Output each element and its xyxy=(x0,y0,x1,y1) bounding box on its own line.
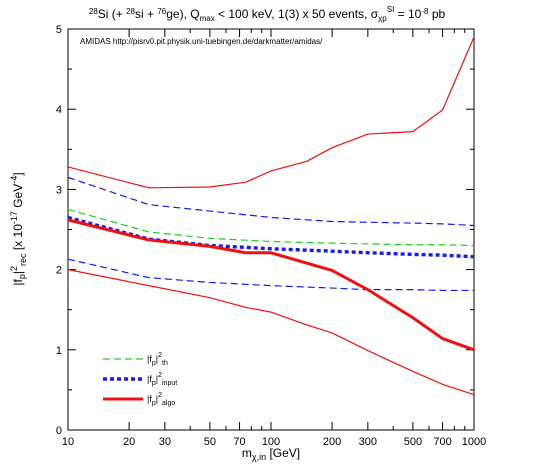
x-tick-label: 500 xyxy=(404,436,422,448)
y-axis-label: |fp|2rec [x 10-17 GeV-4] xyxy=(9,172,28,285)
x-tick-label: 50 xyxy=(204,436,216,448)
chart-title: 28Si (+ 28si + 76ge), Qmax < 100 keV, 1(… xyxy=(89,5,446,23)
legend-label-algo: |fp|2algo xyxy=(147,392,175,407)
y-tick-label: 1 xyxy=(56,345,62,357)
y-tick-label: 4 xyxy=(56,104,62,116)
y-tick-label: 2 xyxy=(56,265,62,277)
plot-frame xyxy=(67,28,475,431)
series-line-algo-upper xyxy=(67,36,475,189)
series-line-input-upper xyxy=(67,176,475,227)
legend: |fp|2th |fp|2input |fp|2algo xyxy=(103,352,177,407)
series-line-algo-lower xyxy=(67,269,475,396)
x-tick-label: 10 xyxy=(62,436,74,448)
series-line-algo-main xyxy=(67,218,475,352)
amidas-annotation: AMIDAS http://pisrv0.pit.physik.uni-tueb… xyxy=(80,37,323,46)
y-tick-label: 0 xyxy=(56,425,62,437)
x-tick-label: 30 xyxy=(159,436,171,448)
x-tick-label: 300 xyxy=(359,436,377,448)
axis-ticks: 10 20 30 50 70 100 200 300 500 700 1000 0 1 2 3 4 5 xyxy=(56,24,486,448)
x-tick-label: 1000 xyxy=(462,436,486,448)
series-line-input-lower xyxy=(67,258,474,292)
series-layer xyxy=(67,36,475,396)
y-tick-label: 5 xyxy=(56,24,62,36)
series-line-input-main xyxy=(67,215,475,259)
series-line-th-main xyxy=(67,208,475,247)
x-tick-label: 200 xyxy=(323,436,341,448)
x-tick-label: 100 xyxy=(262,436,280,448)
x-tick-label: 20 xyxy=(123,436,135,448)
legend-label-input: |fp|2input xyxy=(147,372,177,387)
x-axis-label: mχ,in [GeV] xyxy=(242,446,300,462)
y-tick-label: 3 xyxy=(56,184,62,196)
legend-label-th: |fp|2th xyxy=(147,352,168,367)
x-tick-label: 70 xyxy=(233,436,245,448)
x-tick-label: 700 xyxy=(433,436,451,448)
